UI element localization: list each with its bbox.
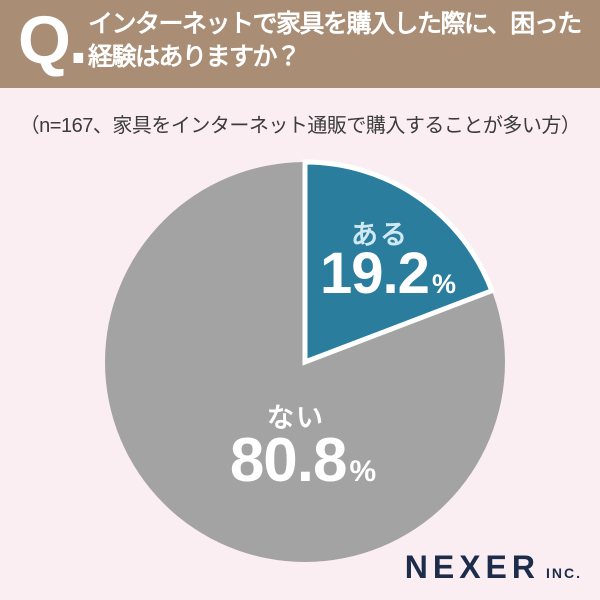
slice-value-nai: 80.8%: [213, 425, 393, 496]
question-header: Q. インターネットで家具を購入した際に、困った 経験はありますか？: [0, 0, 600, 88]
slice-label-aru: ある: [351, 220, 409, 250]
brand-suffix: INC.: [546, 565, 582, 581]
slice-label-nai: ない: [267, 403, 325, 433]
question-text: インターネットで家具を購入した際に、困った 経験はありますか？: [88, 8, 593, 74]
slice-value-aru: 19.2%: [303, 240, 473, 307]
question-line-1: インターネットで家具を購入した際に、困った: [88, 10, 582, 38]
brand-logo: NEXER INC.: [405, 549, 582, 586]
question-line-2: 経験はありますか？: [88, 43, 301, 71]
sample-note: （n=167、家具をインターネット通販で購入することが多い方）: [19, 115, 581, 137]
percent-sign-nai: %: [349, 455, 377, 488]
pie-slice-aru: [302, 159, 496, 366]
percent-sign-aru: %: [431, 269, 456, 299]
slice-value-aru-number: 19.2: [320, 241, 430, 306]
q-mark: Q.: [18, 2, 88, 78]
brand-name: NEXER: [404, 549, 540, 585]
slice-value-nai-number: 80.8: [229, 426, 348, 495]
